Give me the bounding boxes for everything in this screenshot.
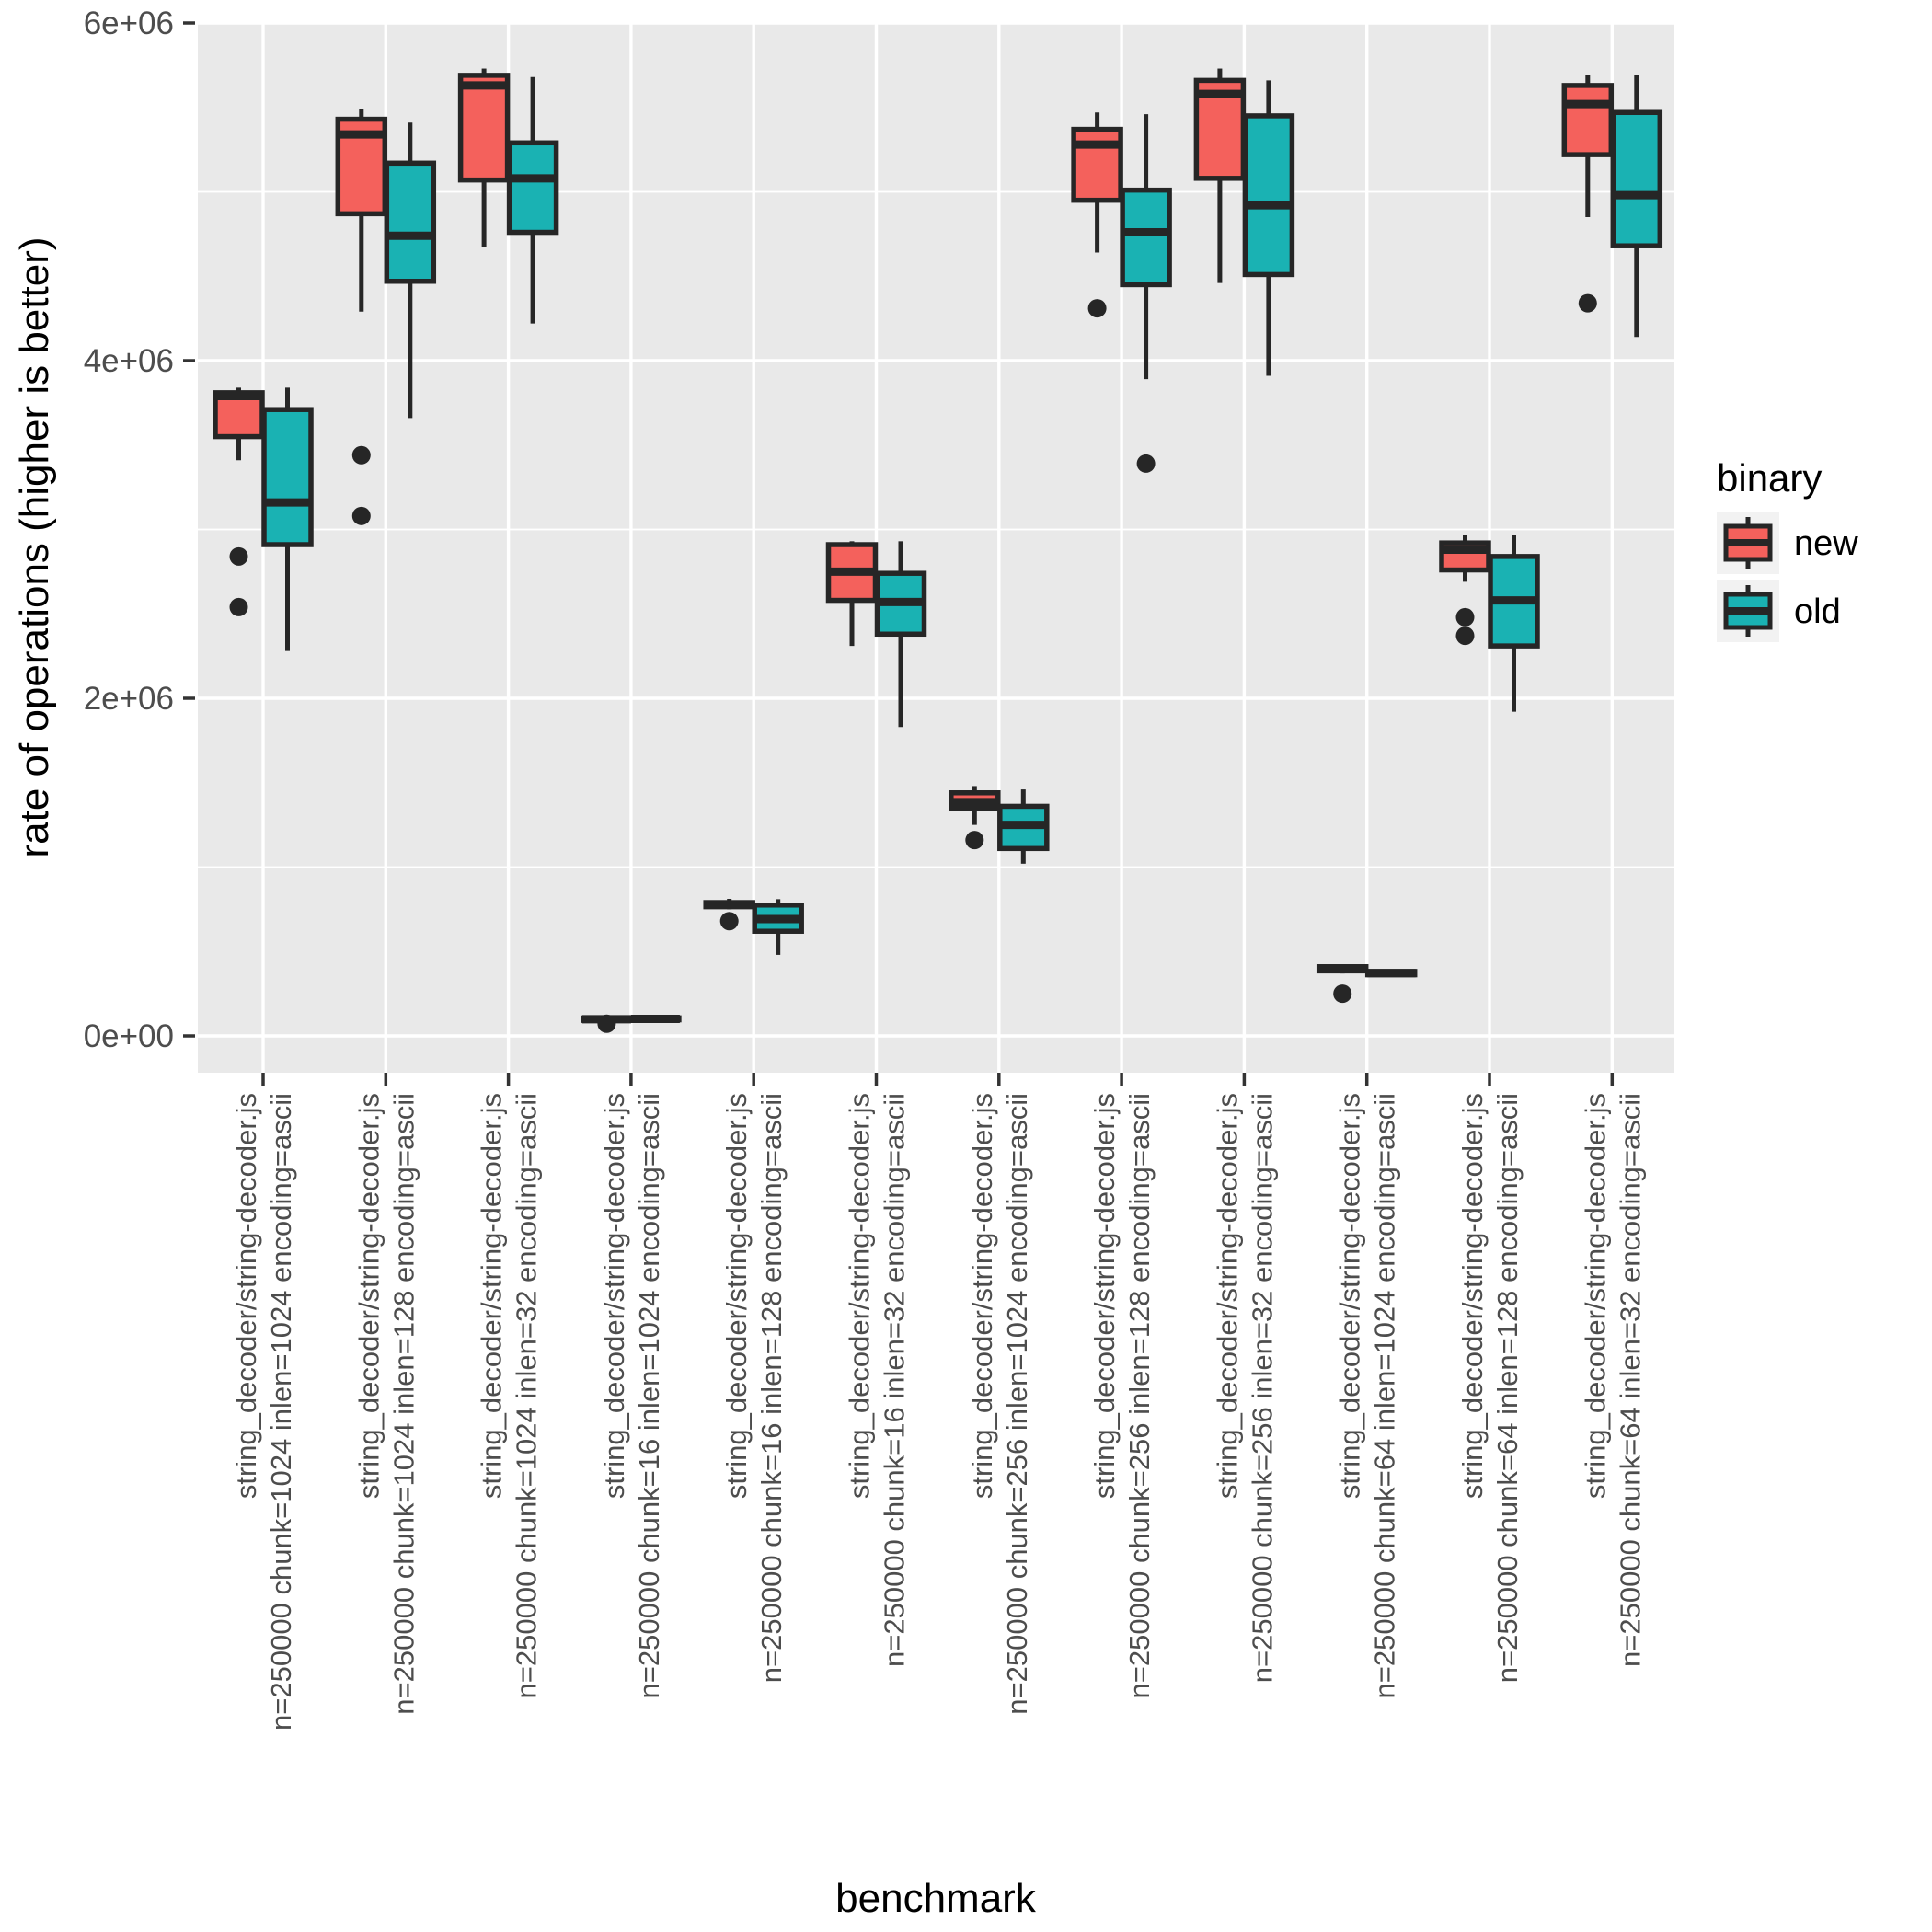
boxplot-old-5 [874,541,927,728]
boxplot-old-7 [1120,114,1172,473]
outlier-dot [965,831,984,850]
x-tick-label-line2: n=250000 chunk=1024 inlen=32 encoding=as… [511,1093,543,1698]
box-iqr [506,140,559,236]
outlier-dot [597,1014,616,1033]
box-iqr [457,73,511,183]
x-tick-label-line2: n=250000 chunk=16 inlen=32 encoding=asci… [879,1093,911,1667]
outlier-dot [1455,607,1475,627]
x-tick-label-line1: string_decoder/string-decoder.js [598,1093,630,1499]
boxplot-old-6 [997,789,1050,864]
x-tick-label-line1: string_decoder/string-decoder.js [352,1093,385,1499]
boxplot-old-9 [1364,969,1418,978]
legend: binary new old [1717,456,1858,642]
boxplot-new-0 [213,387,265,616]
x-tick-label-line1: string_decoder/string-decoder.js [1088,1093,1121,1499]
x-axis-title: benchmark [835,1876,1037,1921]
boxplot-old-2 [506,76,559,324]
panel-background [198,22,1674,1073]
boxplot-new-8 [1193,68,1247,283]
x-tick-label-line2: n=250000 chunk=64 inlen=32 encoding=asci… [1614,1093,1646,1667]
boxplot-old-11 [1610,75,1663,338]
boxplot-new-6 [949,786,1001,850]
y-tick-label: 2e+06 [84,681,174,717]
box-iqr [1610,109,1663,248]
x-tick-label-line2: n=250000 chunk=256 inlen=128 encoding=as… [1123,1093,1156,1698]
x-tick-label-line1: string_decoder/string-decoder.js [966,1093,998,1499]
boxplot-old-10 [1488,535,1540,712]
x-tick-label-line2: n=250000 chunk=16 inlen=1024 encoding=as… [633,1093,665,1698]
boxplot-old-4 [752,899,804,955]
box-iqr [1561,83,1615,157]
box-iqr [1242,113,1295,278]
x-tick-label-line2: n=250000 chunk=64 inlen=1024 encoding=as… [1369,1093,1401,1698]
outlier-dot [719,912,739,931]
boxplot-old-3 [629,1014,682,1023]
box-iqr [384,160,437,284]
boxplot-layer [213,68,1663,1033]
x-tick-label-line2: n=250000 chunk=256 inlen=1024 encoding=a… [1001,1093,1033,1715]
x-tick-label-line1: string_decoder/string-decoder.js [476,1093,508,1499]
outlier-dot [351,445,371,465]
outlier-dot [1578,293,1597,313]
y-tick-label: 0e+00 [84,1018,174,1054]
legend-label-new: new [1794,524,1858,563]
x-tick-label-line1: string_decoder/string-decoder.js [1211,1093,1243,1499]
boxplot-old-1 [384,122,437,419]
x-tick-label-line1: string_decoder/string-decoder.js [720,1093,753,1499]
x-tick-label-line2: n=250000 chunk=1024 inlen=128 encoding=a… [387,1093,420,1715]
outlier-dot [1087,299,1107,318]
boxplot-new-7 [1071,112,1123,318]
x-tick-label-line1: string_decoder/string-decoder.js [1334,1093,1366,1499]
boxplot-new-9 [1316,964,1369,1004]
x-tick-label-line1: string_decoder/string-decoder.js [230,1093,262,1499]
boxplot-old-0 [261,387,314,651]
x-tick-label-line2: n=250000 chunk=256 inlen=32 encoding=asc… [1246,1093,1278,1683]
boxplot-new-1 [335,109,388,525]
x-tick-label-line1: string_decoder/string-decoder.js [844,1093,876,1499]
box-iqr [1071,126,1123,203]
x-tick-label-line1: string_decoder/string-decoder.js [1456,1093,1489,1499]
outlier-dot [351,506,371,525]
boxplot-old-8 [1242,80,1295,376]
outlier-dot [229,597,248,616]
x-tick-label-line1: string_decoder/string-decoder.js [1579,1093,1611,1499]
y-axis-title: rate of operations (higher is better) [12,236,57,857]
x-tick-label-line2: n=250000 chunk=1024 inlen=1024 encoding=… [265,1093,297,1731]
y-tick-label: 6e+06 [84,6,174,41]
outlier-dot [1333,984,1352,1004]
y-tick-label: 4e+06 [84,343,174,379]
legend-label-old: old [1794,592,1841,631]
x-tick-label-line2: n=250000 chunk=16 inlen=128 encoding=asc… [755,1093,788,1683]
boxplot-new-2 [457,68,511,248]
outlier-dot [1455,627,1475,646]
box-iqr [261,407,314,547]
outlier-dot [229,546,248,566]
box-iqr [1120,187,1172,288]
legend-title: binary [1717,456,1822,500]
x-tick-label-line2: n=250000 chunk=64 inlen=128 encoding=asc… [1491,1093,1524,1683]
axes-layer: 0e+00 2e+06 4e+06 6e+06 string_decoder/strin… [84,6,1647,1731]
outlier-dot [1136,454,1156,473]
